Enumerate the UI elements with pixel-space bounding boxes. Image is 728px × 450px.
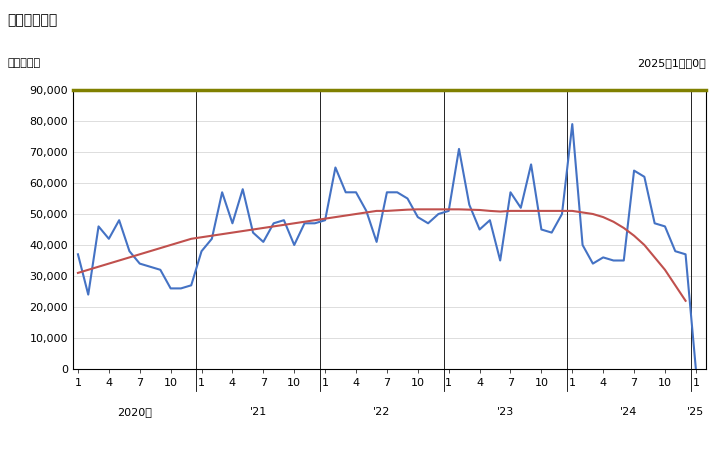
Text: '22: '22: [373, 407, 390, 417]
Text: '25: '25: [687, 407, 705, 417]
Legend: 輸入額, HPfilter: 輸入額, HPfilter: [290, 446, 488, 450]
Text: 2025年1月：0円: 2025年1月：0円: [638, 58, 706, 68]
Text: '21: '21: [250, 407, 266, 417]
Text: 輸入額の推移: 輸入額の推移: [7, 14, 58, 27]
Text: '24: '24: [620, 407, 638, 417]
Text: 2020年: 2020年: [117, 407, 152, 417]
Text: 単位：万円: 単位：万円: [7, 58, 41, 68]
Text: '23: '23: [496, 407, 514, 417]
